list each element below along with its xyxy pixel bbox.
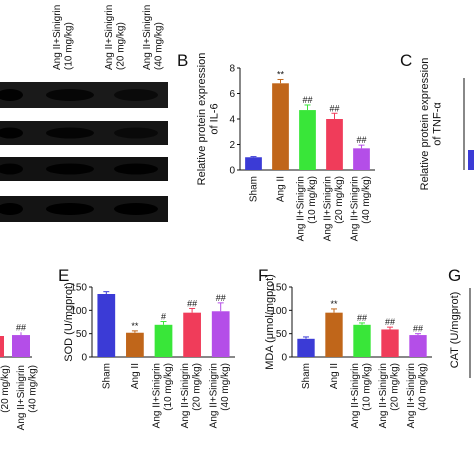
x-tick-label: Ang II+Sinigrin(40 mg/kg)	[406, 363, 429, 428]
x-tick-label: (20 mg/kg)	[0, 365, 11, 413]
y-tick-label: 6	[229, 89, 235, 100]
significance-label: **	[277, 69, 285, 79]
bar	[409, 335, 427, 357]
x-tick-label: Ang II+Sinigrin(40 mg/kg)	[209, 363, 232, 428]
y-tick-label: 0	[81, 353, 87, 364]
significance-label: **	[131, 321, 139, 331]
bar	[183, 312, 201, 357]
y-tick-label: 100	[270, 306, 287, 317]
x-tick-label: Sham	[301, 363, 312, 389]
y-tick-label: 50	[76, 329, 88, 340]
y-tick-label: 150	[70, 283, 87, 294]
blot-band	[114, 89, 158, 101]
panel-d-partial: ## (20 mg/kg) Ang II+Sinigrin(40 mg/kg)	[0, 322, 39, 430]
blot-band	[46, 127, 94, 139]
x-tick-label: Ang II+Sinigrin(20 mg/kg)	[180, 363, 203, 428]
x-tick-label: Ang II	[329, 363, 340, 389]
blot-band	[114, 203, 158, 215]
y-tick-label: 0	[281, 353, 287, 364]
panel-letter-g: G	[448, 266, 461, 285]
x-tick-label: Ang II	[130, 363, 141, 389]
blot-lane-label: Ang II+Sinigrin(20 mg/kg)	[104, 5, 127, 70]
bar	[211, 311, 230, 357]
bar	[353, 324, 371, 357]
x-tick-label: Ang II+Sinigrin(20 mg/kg)	[378, 363, 401, 428]
significance-label: ##	[413, 324, 423, 334]
blot-band	[0, 89, 23, 101]
blot-lane-label: Ang II+Sinigrin(40 mg/kg)	[142, 5, 165, 70]
blot-lane-labels: Ang II+Sinigrin(10 mg/kg) Ang II+Sinigrin…	[52, 5, 165, 70]
bar	[154, 324, 173, 357]
y-axis-label: MDA (μmol/mgprot)	[264, 274, 276, 370]
significance-label: ##	[216, 293, 226, 303]
blot-band	[114, 163, 158, 175]
panel-letter-c: C	[400, 51, 412, 70]
significance-label: ##	[16, 322, 26, 332]
panel-c-y-axis-label: Relative protein expressionof TNF-α	[419, 58, 444, 191]
x-tick-label: Ang II+Sinigrin(10 mg/kg)	[296, 176, 319, 241]
blot-band	[46, 163, 94, 175]
y-tick-label: 50	[276, 329, 288, 340]
bar	[326, 119, 343, 170]
y-tick-label: 0	[229, 166, 235, 177]
significance-label: #	[161, 312, 166, 322]
significance-label: ##	[302, 95, 312, 105]
blot-band	[0, 127, 23, 139]
y-axis-label: Relative protein expressionof IL-6	[196, 53, 221, 186]
bar	[325, 312, 343, 357]
blot-bands	[0, 89, 158, 215]
bar	[353, 148, 370, 170]
bar	[0, 336, 4, 357]
y-tick-label: 150	[270, 283, 287, 294]
bar	[381, 329, 399, 357]
panel-letter-b: B	[177, 51, 188, 70]
bar	[245, 157, 262, 170]
significance-label: ##	[187, 298, 197, 308]
bar	[297, 338, 315, 357]
y-axis-label: SOD (U/mgprot)	[63, 282, 75, 361]
bar	[12, 335, 30, 357]
blot-band	[114, 127, 158, 139]
significance-label: ##	[385, 317, 395, 327]
panel-b-chart: 0 2 4 6 8 Relative protein expressionof IL-6 S…	[196, 53, 375, 241]
x-tick-label: Ang II+Sinigrin(20 mg/kg)	[323, 176, 346, 241]
bar	[126, 332, 144, 357]
bar	[299, 110, 316, 170]
panel-c-sham-bar-partial	[468, 150, 474, 170]
significance-label: ##	[357, 313, 367, 323]
significance-label: ##	[356, 135, 366, 145]
y-tick-label: 2	[229, 140, 235, 151]
blot-lane-label: Ang II+Sinigrin(10 mg/kg)	[52, 5, 75, 70]
western-blot: Ang II+Sinigrin(10 mg/kg) Ang II+Sinigrin…	[0, 5, 168, 222]
blot-band	[0, 163, 23, 175]
bar	[97, 294, 116, 357]
significance-label: **	[330, 299, 338, 309]
x-tick-label: Ang II+Sinigrin(40 mg/kg)	[16, 365, 39, 430]
blot-band	[46, 203, 94, 215]
y-tick-label: 4	[229, 115, 235, 126]
panel-letter-e: E	[58, 266, 69, 285]
blot-band	[0, 203, 23, 215]
blot-band	[46, 89, 94, 101]
x-tick-label: Ang II	[276, 176, 287, 202]
x-tick-label: Ang II+Sinigrin(40 mg/kg)	[350, 176, 373, 241]
y-tick-label: 8	[229, 64, 235, 75]
y-tick-label: 100	[70, 306, 87, 317]
panel-g-ylabel: CAT (U/mgprot)	[449, 292, 461, 369]
panel-letter-f: F	[258, 266, 268, 285]
panel-g-y-axis-label: CAT (U/mgprot)	[449, 292, 461, 369]
x-tick-label: Ang II+Sinigrin(10 mg/kg)	[350, 363, 373, 428]
x-tick-label: Sham	[101, 363, 112, 389]
significance-label: ##	[329, 103, 339, 113]
x-tick-label: Ang II+Sinigrin(10 mg/kg)	[152, 363, 175, 428]
x-tick-label: Sham	[249, 176, 260, 202]
bar	[272, 83, 289, 170]
panel-c-ylabel: Relative protein expressionof TNF-α	[419, 58, 444, 191]
